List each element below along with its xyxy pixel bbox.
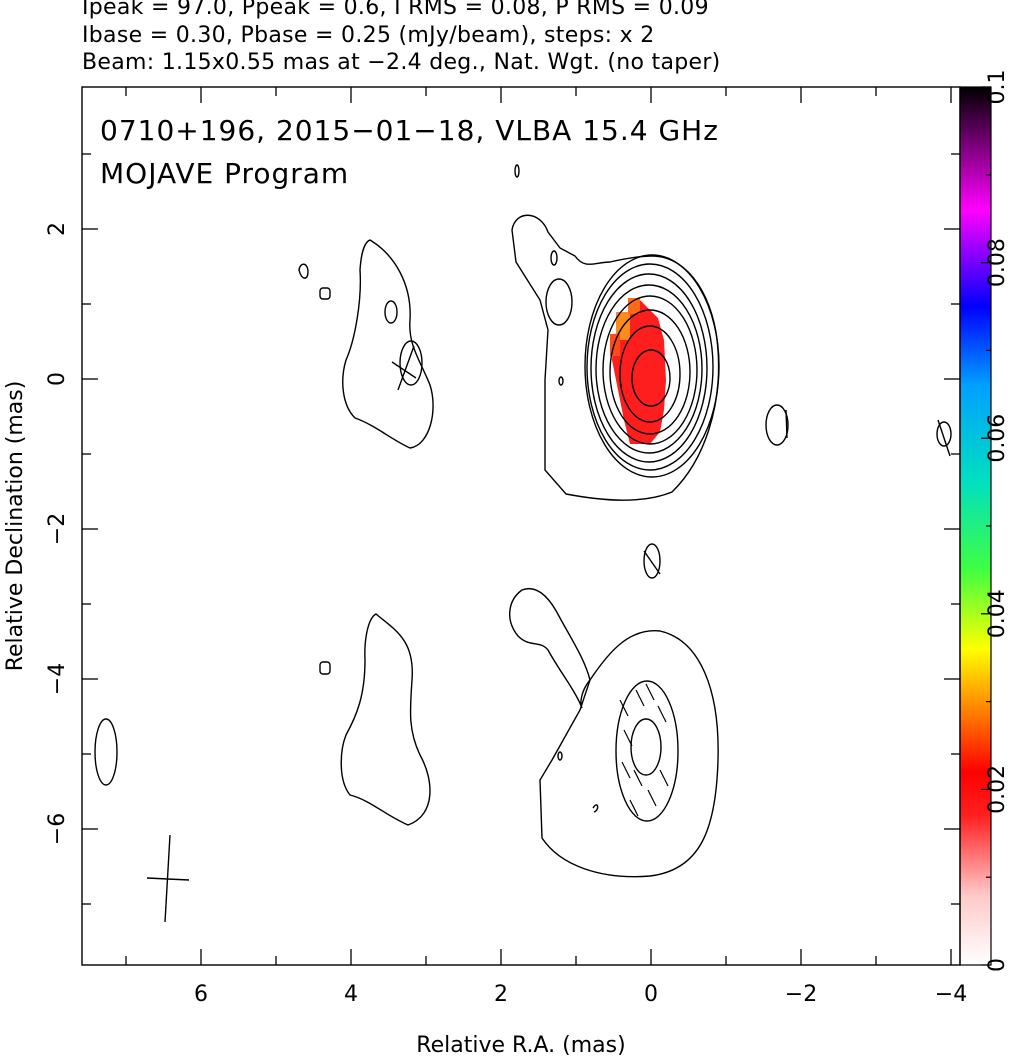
map-content [94,164,952,923]
contour-island [592,804,599,813]
header-line-3: Beam: 1.15x0.55 mas at −2.4 deg., Nat. W… [82,50,721,75]
contour-island [550,250,558,266]
beam-cross [146,834,190,923]
contour-island [557,751,563,761]
x-tick-label: 2 [494,982,508,1007]
jet-contour-upper [511,214,720,501]
colorbar-ticks [981,86,991,966]
x-tick-label: 4 [344,982,358,1007]
colorbar-tick-label: 0.02 [985,765,1010,814]
contour-island [399,340,423,386]
x-tick-label: 6 [194,982,208,1007]
plot-frame [81,86,961,966]
header-line-1: Ipeak = 97.0, Ppeak = 0.6, I RMS = 0.08,… [82,0,709,20]
contour-island [298,263,309,279]
contour-island [765,404,789,446]
evpa-sticks-upper [391,345,951,575]
colorbar-tick-labels: 0 0.02 0.04 0.06 0.08 0.1 [985,70,1010,973]
colorbar [959,86,992,966]
contour-island [384,300,398,324]
y-axis-label: Relative Declination (mas) [3,381,28,672]
core-contour-lower-inner [615,680,679,822]
colorbar-tick-label: 0.1 [985,70,1010,105]
west-feature-lower [340,613,431,826]
x-tick-label: 0 [644,982,658,1007]
contour-island [319,661,331,675]
core-contour-lower-outer [539,630,719,878]
header-line-2: Ibase = 0.30, Pbase = 0.25 (mJy/beam), s… [82,23,655,48]
polarized-intensity-core [610,298,666,444]
y-tick-labels: 2 0 −2 −4 −6 [45,222,70,845]
x-tick-label: −4 [935,982,967,1007]
x-tick-label: −2 [785,982,817,1007]
y-tick-label: −2 [45,513,70,545]
colorbar-tick-label: 0.06 [985,414,1010,463]
evpa-sticks-lower [619,683,669,817]
colorbar-tick-label: 0.08 [985,238,1010,287]
core-contours-upper [584,254,720,478]
contour-island [319,287,331,300]
contour-island [545,278,573,326]
colorbar-tick-label: 0.04 [985,589,1010,638]
contour-island [643,543,661,579]
colorbar-tick-label: 0 [985,958,1010,972]
contour-island [936,421,952,447]
y-tick-label: 0 [45,372,70,386]
y-tick-label: 2 [45,222,70,236]
west-feature-upper [342,239,434,449]
axis-ticks [82,87,960,965]
x-axis-label: Relative R.A. (mas) [416,1033,625,1058]
y-tick-label: −6 [45,813,70,845]
plot-subtitle: MOJAVE Program [100,157,349,190]
x-tick-labels: 6 4 2 0 −2 −4 [194,982,967,1007]
y-tick-label: −4 [45,663,70,695]
plot-title: 0710+196, 2015−01−18, VLBA 15.4 GHz [100,114,719,147]
jet-contour-lower [509,588,591,709]
core-contour-lower-peak [630,718,662,776]
contour-island [94,718,118,786]
contour-island [558,376,564,386]
contour-island [514,164,520,178]
